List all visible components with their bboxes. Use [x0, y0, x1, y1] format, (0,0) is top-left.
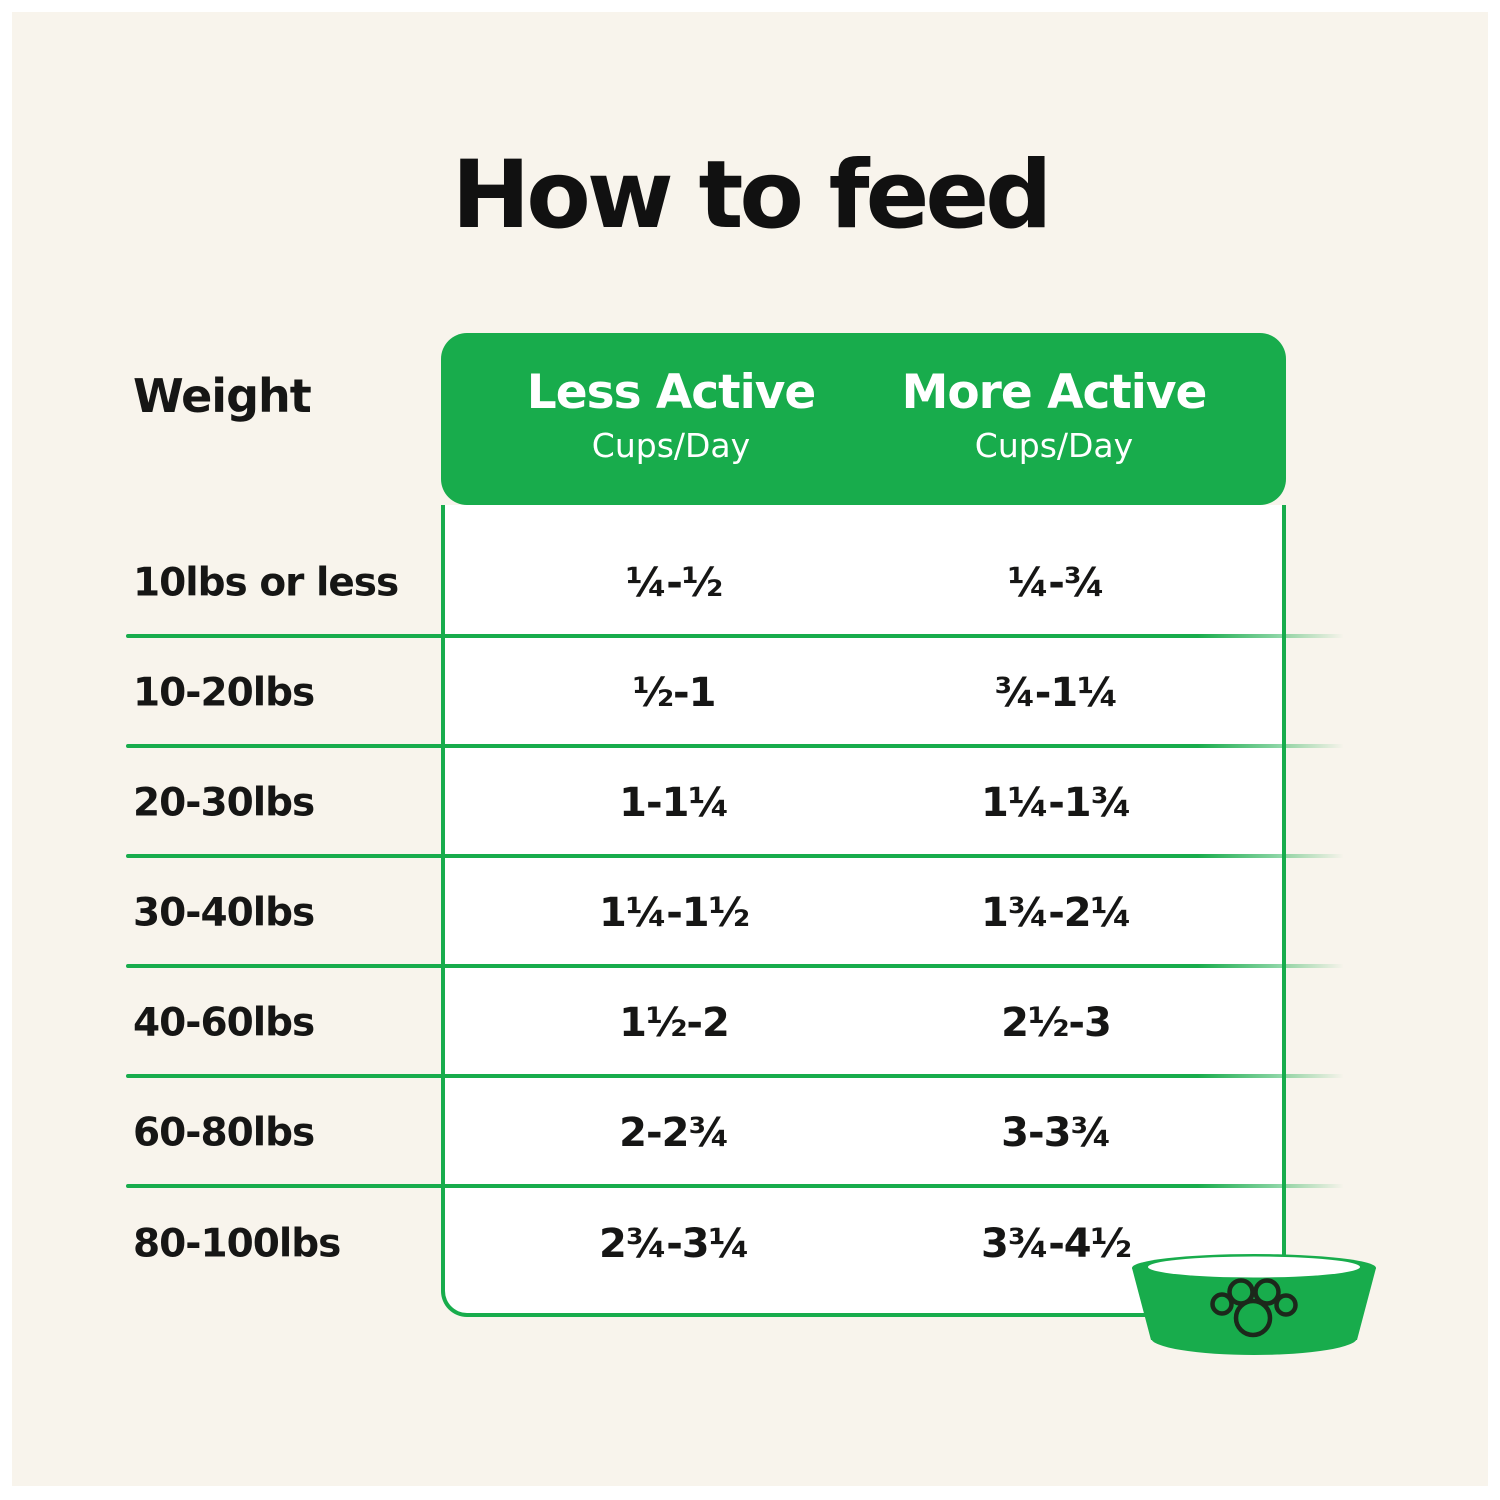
row-weight-label: 60-80lbs [133, 1110, 315, 1156]
more-active-value: 3-3¾ [1001, 1110, 1112, 1156]
dog-bowl-paw-icon [1132, 1254, 1376, 1355]
more-active-value: 1¼-1¾ [980, 780, 1132, 826]
column-header-less-active: Less Active Cups/Day [471, 333, 871, 505]
less-active-value: ¼-½ [625, 560, 723, 606]
row-divider [126, 854, 1344, 858]
feeding-table-header-band: Less Active Cups/Day More Active Cups/Da… [441, 333, 1286, 505]
more-active-value: 1¾-2¼ [980, 890, 1132, 936]
column-header-label: Less Active [526, 365, 816, 420]
less-active-value: 1¼-1½ [598, 890, 750, 936]
page-title: How to feed [451, 141, 1053, 250]
column-header-label: More Active [901, 365, 1208, 420]
column-header-unit: Cups/Day [591, 426, 751, 465]
more-active-value: 3¾-4½ [980, 1221, 1132, 1267]
column-header-unit: Cups/Day [974, 426, 1134, 465]
more-active-value: ¼-¾ [1007, 560, 1105, 606]
feeding-table-body [441, 505, 1286, 1317]
row-divider [126, 964, 1344, 968]
row-divider [126, 634, 1344, 638]
row-divider [126, 1184, 1344, 1188]
row-weight-label: 20-30lbs [133, 780, 315, 826]
column-header-more-active: More Active Cups/Day [854, 333, 1254, 505]
weight-column-header: Weight [133, 369, 312, 423]
row-weight-label: 30-40lbs [133, 890, 315, 936]
less-active-value: 1-1¼ [619, 780, 730, 826]
less-active-value: 1½-2 [619, 1000, 730, 1046]
row-divider [126, 744, 1344, 748]
less-active-value: ½-1 [632, 670, 717, 716]
row-weight-label: 10-20lbs [133, 670, 315, 716]
less-active-value: 2¾-3¼ [598, 1221, 750, 1267]
more-active-value: ¾-1¼ [994, 670, 1118, 716]
more-active-value: 2½-3 [1001, 1000, 1112, 1046]
row-weight-label: 10lbs or less [133, 560, 399, 606]
row-weight-label: 80-100lbs [133, 1221, 341, 1267]
row-weight-label: 40-60lbs [133, 1000, 315, 1046]
less-active-value: 2-2¾ [619, 1110, 730, 1156]
row-divider [126, 1074, 1344, 1078]
